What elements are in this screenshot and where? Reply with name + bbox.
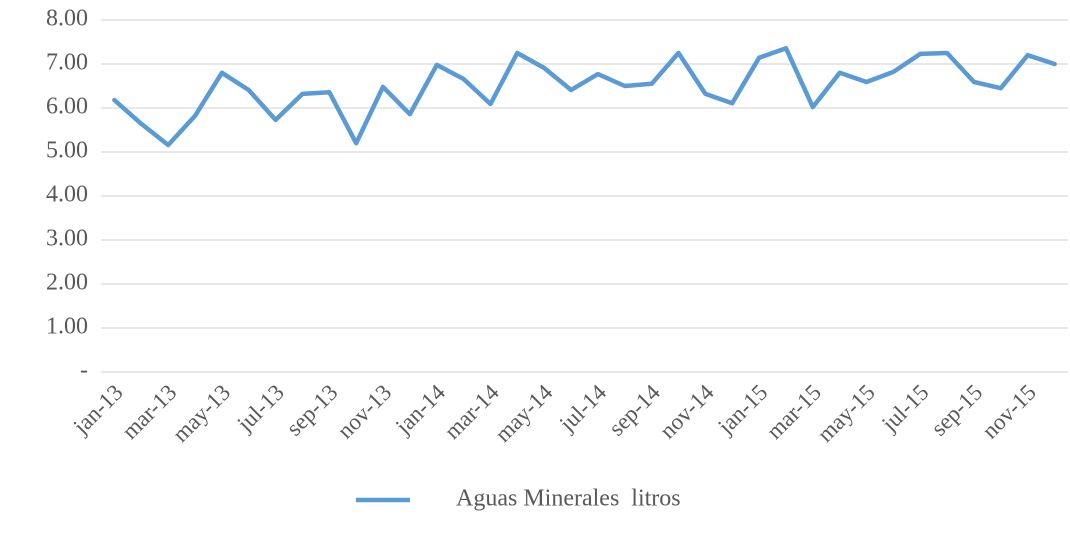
- x-tick-label: jul-14: [554, 379, 612, 437]
- y-tick-label: 3.00: [46, 226, 88, 252]
- x-tick-label: sep-14: [604, 379, 665, 440]
- x-tick-label: nov-14: [655, 379, 719, 443]
- y-tick-label: 7.00: [46, 50, 88, 76]
- y-tick-label: -: [80, 358, 88, 384]
- x-tick-label: jan-14: [390, 379, 450, 439]
- x-tick-label: may-13: [168, 380, 235, 447]
- x-tick-label: nov-13: [333, 380, 397, 444]
- y-tick-label: 4.00: [46, 182, 88, 208]
- y-tick-label: 5.00: [46, 138, 88, 164]
- x-tick-label: sep-13: [282, 380, 343, 441]
- y-tick-label: 2.00: [46, 270, 88, 296]
- data-line: [112, 45, 1057, 148]
- y-tick-label: 1.00: [46, 314, 88, 340]
- x-tick-label: sep-15: [926, 380, 987, 441]
- y-tick-label: 8.00: [46, 6, 88, 32]
- x-tick-label: jan-13: [68, 380, 128, 440]
- x-tick-label: jul-15: [876, 380, 933, 437]
- y-tick-label: 6.00: [46, 94, 88, 120]
- x-tick-label: may-15: [812, 380, 879, 447]
- legend-label: Aguas Minerales litros: [456, 486, 681, 512]
- x-tick-label: jan-15: [712, 380, 772, 440]
- x-tick-label: jul-13: [232, 380, 289, 437]
- x-tick-label: nov-15: [977, 380, 1041, 444]
- x-tick-label: may-14: [490, 379, 558, 447]
